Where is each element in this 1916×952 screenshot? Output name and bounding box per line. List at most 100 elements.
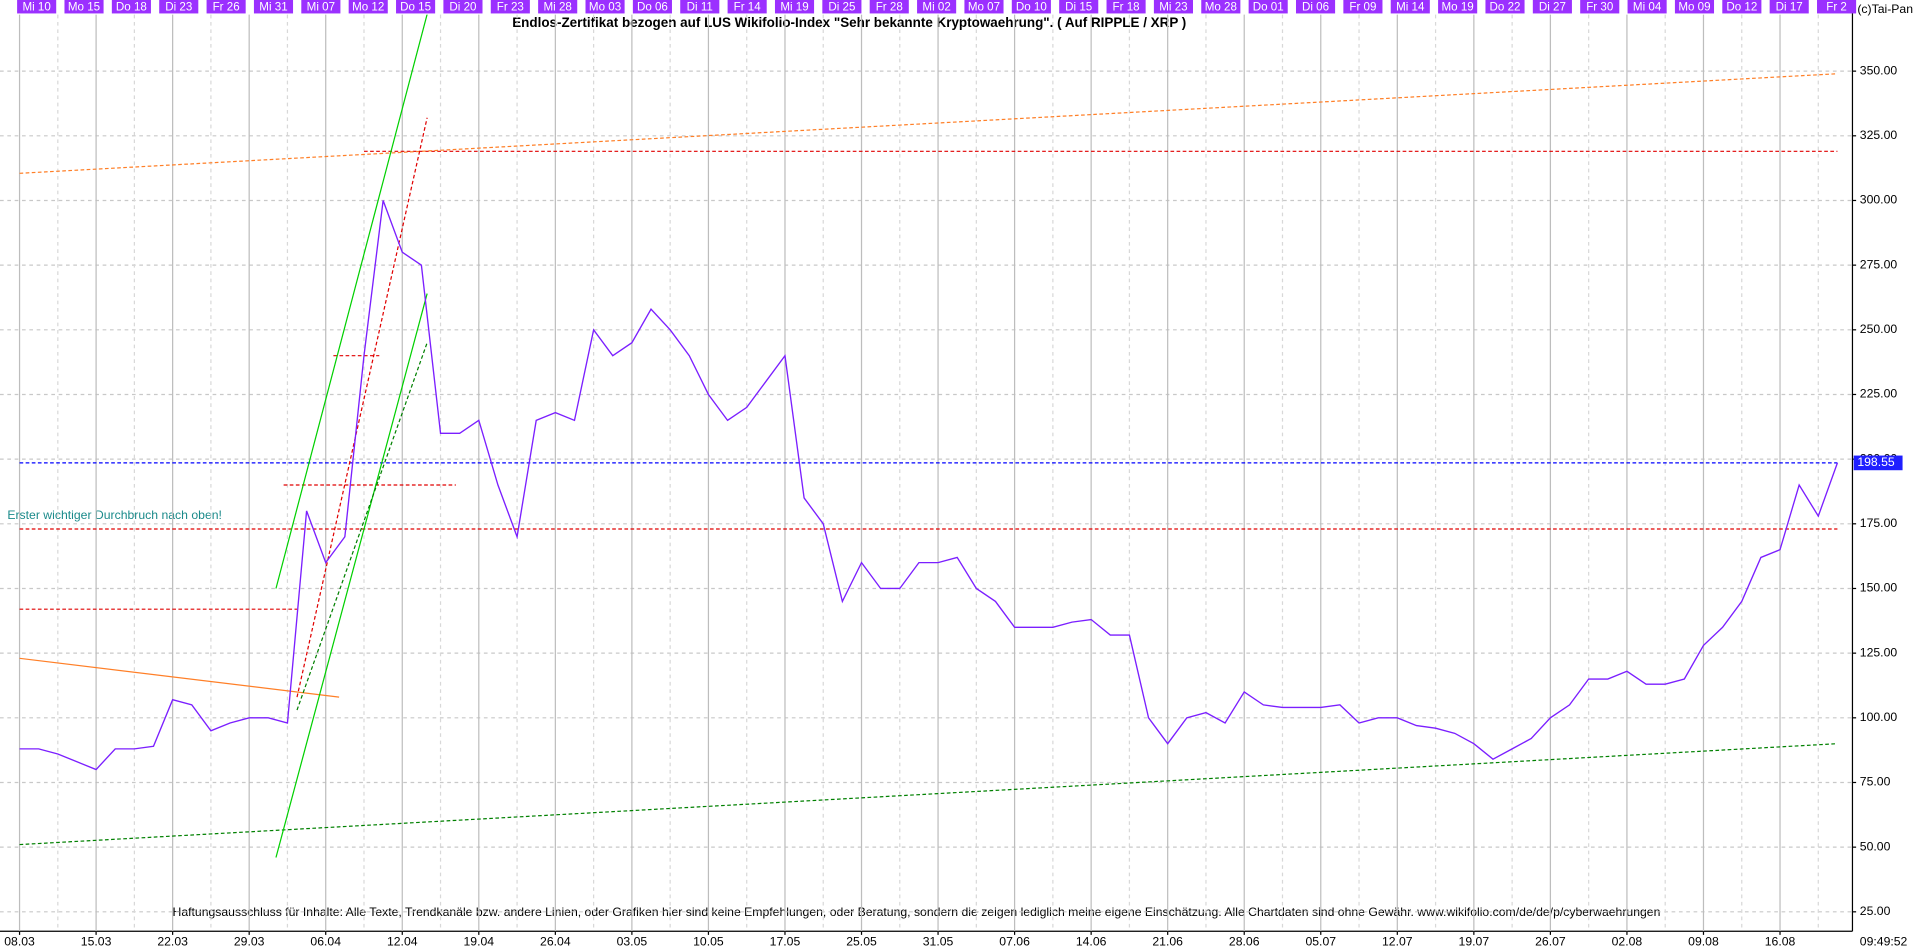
trend-line — [19, 657, 340, 698]
trend-line — [296, 342, 428, 711]
x-tick-label: 26.07 — [1535, 934, 1566, 948]
x-tick-label: 29.03 — [234, 934, 265, 948]
top-label-box — [1153, 0, 1193, 14]
top-label: Mo 15 — [68, 0, 100, 13]
y-tick-label: 275.00 — [1860, 257, 1898, 271]
top-label-box — [1627, 0, 1667, 14]
top-label-box — [585, 0, 625, 14]
top-label: Di 11 — [687, 0, 713, 13]
top-label: Mo 09 — [1678, 0, 1710, 13]
x-tick-label: 19.04 — [464, 934, 495, 948]
top-label-box — [538, 0, 578, 14]
top-label-box — [396, 0, 436, 14]
y-tick-label: 325.00 — [1860, 128, 1898, 142]
top-label-box — [348, 0, 388, 14]
top-label: Fr 14 — [734, 0, 762, 13]
top-label-box — [774, 0, 815, 14]
top-label: Mi 10 — [22, 0, 50, 13]
top-label: Fr 28 — [876, 0, 903, 13]
top-label: Mi 14 — [1396, 0, 1425, 13]
x-tick-label: 08.03 — [4, 934, 35, 948]
top-label: Mo 28 — [1205, 0, 1237, 13]
y-tick-label: 125.00 — [1860, 645, 1898, 659]
top-label: Do 18 — [116, 0, 147, 13]
x-tick-label: 31.05 — [923, 934, 954, 948]
price-line — [19, 200, 1839, 771]
top-label-box — [964, 0, 1004, 14]
x-tick-label: 17.05 — [770, 934, 801, 948]
trend-line — [296, 117, 428, 698]
top-label-box — [869, 0, 909, 14]
top-label: Di 15 — [1065, 0, 1092, 13]
y-tick-label: 25.00 — [1860, 904, 1891, 918]
top-label-box — [680, 0, 720, 14]
top-label: Di 25 — [828, 0, 855, 13]
top-label: Mi 19 — [780, 0, 808, 13]
y-tick-label: 50.00 — [1860, 839, 1891, 853]
x-tick-label: 21.06 — [1152, 934, 1183, 948]
top-label: Mi 04 — [1633, 0, 1662, 13]
top-label-box — [1390, 0, 1430, 14]
top-label-box — [490, 0, 530, 14]
annotation: Erster wichtiger Durchbruch nach oben! — [7, 508, 222, 522]
top-label: Do 15 — [400, 0, 431, 13]
x-tick-label: 05.07 — [1305, 934, 1336, 948]
top-label-box — [301, 0, 341, 14]
x-tick-label: 12.04 — [387, 934, 418, 948]
top-label: Di 06 — [1302, 0, 1329, 13]
top-label-box — [443, 0, 483, 14]
x-tick-label: 22.03 — [157, 934, 188, 948]
x-tick-label: 14.06 — [1076, 934, 1107, 948]
top-label: Di 23 — [165, 0, 192, 13]
plot-area — [19, 14, 1839, 858]
trend-line — [19, 73, 1838, 174]
top-label: Mi 28 — [544, 0, 572, 13]
x-tick-label: 25.05 — [846, 934, 877, 948]
top-label: Mo 03 — [589, 0, 621, 13]
x-tick-label: 07.06 — [999, 934, 1030, 948]
top-label: Mo 19 — [1442, 0, 1474, 13]
top-label-box — [1769, 0, 1809, 14]
y-tick-label: 75.00 — [1860, 775, 1891, 789]
top-label: Do 12 — [1726, 0, 1757, 13]
top-label-box — [1248, 0, 1288, 14]
top-label: Mo 07 — [968, 0, 1000, 13]
top-label-box — [1059, 0, 1099, 14]
trend-line — [275, 293, 428, 858]
x-tick-label: 26.04 — [540, 934, 571, 948]
top-label-box — [1580, 0, 1620, 14]
top-label: Do 01 — [1253, 0, 1284, 13]
chart-title: Endlos-Zertifikat bezogen auf LUS Wikifo… — [512, 15, 1186, 30]
top-label-box — [1817, 0, 1857, 14]
y-tick-label: 175.00 — [1860, 516, 1898, 530]
top-label: Mi 23 — [1159, 0, 1187, 13]
top-label-box — [1485, 0, 1525, 14]
time: 09:49:52 — [1860, 934, 1908, 948]
top-label: Fr 23 — [497, 0, 524, 13]
top-label: Di 20 — [449, 0, 476, 13]
top-label: Di 17 — [1776, 0, 1803, 13]
top-label: Fr 18 — [1113, 0, 1140, 13]
top-label: Mo 12 — [352, 0, 384, 13]
top-label-box — [917, 0, 957, 14]
top-label: Fr 26 — [213, 0, 240, 13]
top-label-box — [727, 0, 767, 14]
top-label-box — [159, 0, 199, 14]
top-label-box — [1011, 0, 1051, 14]
x-tick-label: 02.08 — [1612, 934, 1643, 948]
top-label: Do 22 — [1490, 0, 1521, 13]
y-tick-label: 350.00 — [1860, 63, 1898, 77]
top-label: Fr 2 — [1826, 0, 1847, 13]
trend-line — [19, 743, 1838, 846]
x-tick-label: 15.03 — [81, 934, 112, 948]
top-label-box — [1722, 0, 1762, 14]
x-tick-label: 06.04 — [310, 934, 341, 948]
top-label-box — [1438, 0, 1478, 14]
x-tick-label: 09.08 — [1688, 934, 1719, 948]
top-label-box — [1343, 0, 1383, 14]
top-label: Di 27 — [1539, 0, 1566, 13]
top-label-box — [206, 0, 246, 14]
top-label-box — [17, 0, 57, 14]
